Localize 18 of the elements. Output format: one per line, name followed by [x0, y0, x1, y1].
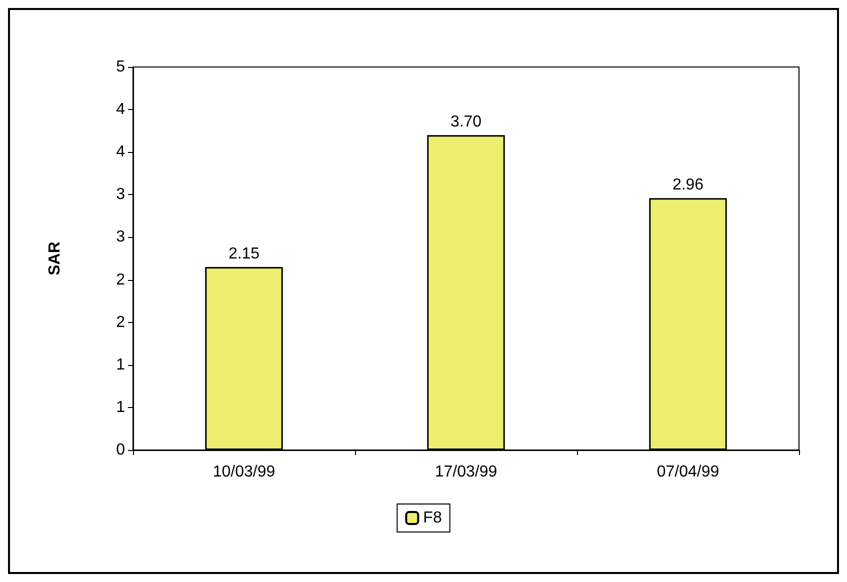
y-tick-label: 1	[116, 398, 126, 416]
legend-label: F8	[423, 510, 442, 526]
data-label: 3.70	[450, 114, 482, 131]
x-tick-label: 17/03/99	[434, 464, 498, 480]
y-tick-label: 3	[116, 228, 126, 246]
y-tick-label: 3	[116, 186, 126, 204]
y-tick-label: 5	[116, 58, 126, 76]
x-tick-label: 10/03/99	[212, 464, 276, 480]
x-tick-label: 07/04/99	[656, 464, 720, 480]
data-label: 2.96	[672, 176, 704, 194]
y-axis-title: SAR	[46, 241, 64, 276]
y-tick-label: 4	[116, 101, 126, 118]
y-tick-label: 4	[116, 144, 126, 161]
data-label: 2.15	[228, 246, 260, 263]
y-tick-label: 2	[116, 314, 126, 331]
y-tick-label: 1	[116, 356, 126, 374]
y-tick-label: 0	[116, 442, 126, 458]
y-tick-label: 2	[116, 271, 126, 288]
